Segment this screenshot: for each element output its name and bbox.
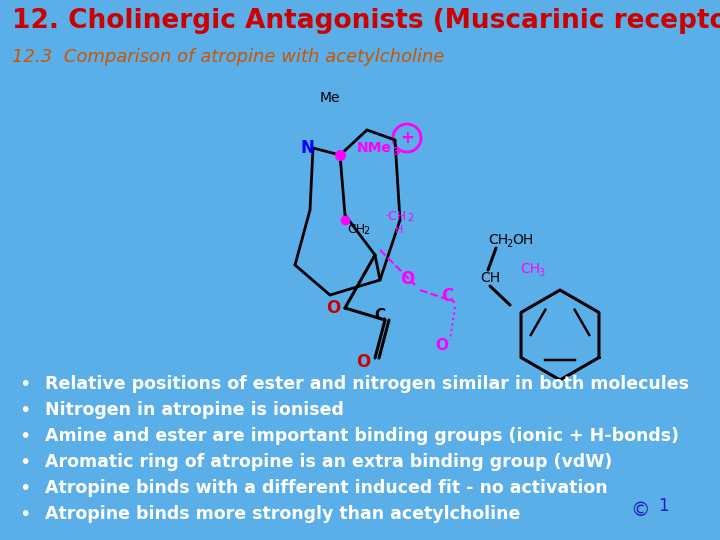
Text: ·CH: ·CH	[385, 210, 407, 223]
Text: •: •	[19, 505, 31, 524]
Text: •: •	[19, 479, 31, 498]
Text: N: N	[301, 139, 315, 157]
Text: 3: 3	[392, 147, 400, 157]
Text: •: •	[19, 453, 31, 472]
Text: O: O	[400, 270, 414, 288]
Text: 3: 3	[538, 268, 544, 278]
Text: ©: ©	[630, 501, 650, 519]
Text: 12. Cholinergic Antagonists (Muscarinic receptor): 12. Cholinergic Antagonists (Muscarinic …	[12, 8, 720, 34]
Text: •: •	[19, 427, 31, 446]
Text: Nitrogen in atropine is ionised: Nitrogen in atropine is ionised	[45, 401, 344, 419]
Text: O: O	[356, 353, 370, 371]
Text: 2: 2	[506, 239, 512, 249]
Text: •: •	[19, 375, 31, 394]
Text: Relative positions of ester and nitrogen similar in both molecules: Relative positions of ester and nitrogen…	[45, 375, 689, 393]
Text: 2: 2	[363, 226, 369, 236]
Text: Atropine binds with a different induced fit - no activation: Atropine binds with a different induced …	[45, 479, 608, 497]
Text: O: O	[436, 339, 449, 354]
Text: Atropine binds more strongly than acetylcholine: Atropine binds more strongly than acetyl…	[45, 505, 521, 523]
Text: •: •	[19, 401, 31, 420]
Text: 1: 1	[658, 497, 669, 515]
Text: C: C	[374, 307, 386, 322]
Text: Me: Me	[320, 91, 341, 105]
Text: CH: CH	[488, 233, 508, 247]
Text: OH: OH	[512, 233, 534, 247]
Text: Aromatic ring of atropine is an extra binding group (vdW): Aromatic ring of atropine is an extra bi…	[45, 453, 612, 471]
Text: CH: CH	[480, 271, 500, 285]
Text: NMe: NMe	[357, 141, 392, 155]
Text: Amine and ester are important binding groups (ionic + H-bonds): Amine and ester are important binding gr…	[45, 427, 679, 445]
Text: H: H	[395, 225, 403, 235]
Text: 12.3  Comparison of atropine with acetylcholine: 12.3 Comparison of atropine with acetylc…	[12, 48, 444, 66]
Text: 2: 2	[407, 213, 413, 223]
Text: CH: CH	[520, 262, 540, 276]
Text: C: C	[441, 287, 453, 305]
Text: CH: CH	[347, 223, 365, 236]
Text: O: O	[326, 299, 340, 317]
Text: +: +	[400, 129, 414, 147]
